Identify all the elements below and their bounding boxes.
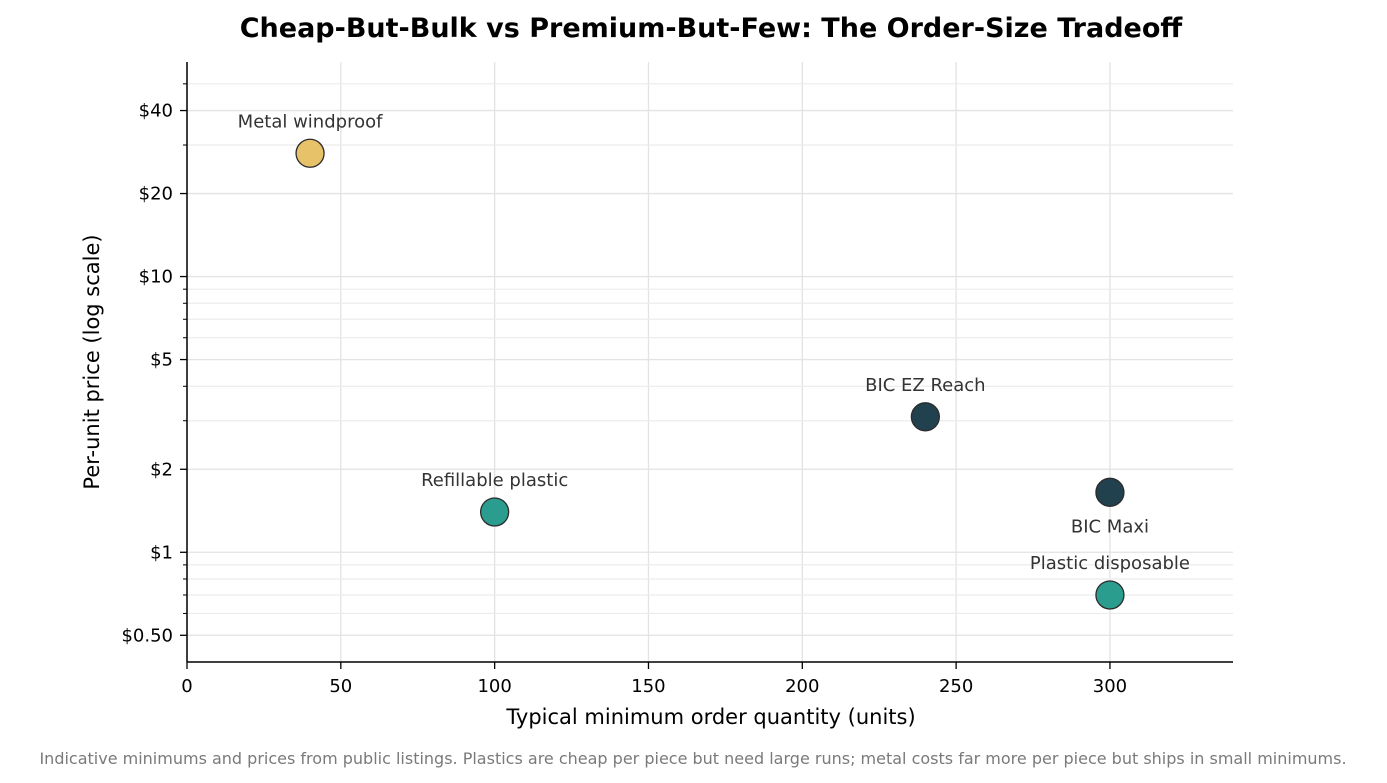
data-point-label: Refillable plastic: [421, 470, 568, 491]
chart-caption: Indicative minimums and prices from publ…: [39, 749, 1346, 768]
x-axis-label: Typical minimum order quantity (units): [505, 705, 915, 729]
data-point-label: Metal windproof: [238, 111, 383, 132]
data-point: [479, 497, 510, 527]
data-point-label: Plastic disposable: [1030, 553, 1190, 574]
y-tick-label: $0.50: [121, 625, 173, 646]
chart-title: Cheap-But-Bulk vs Premium-But-Few: The O…: [240, 13, 1184, 44]
x-tick-label: 0: [181, 676, 192, 697]
data-point: [295, 138, 325, 168]
data-point: [1095, 477, 1125, 507]
data-point: [910, 402, 941, 432]
y-tick-label: $40: [139, 101, 173, 122]
y-tick-label: $2: [150, 459, 173, 480]
grid: [186, 62, 1233, 662]
x-tick-label: 300: [1093, 676, 1127, 697]
x-tick-label: 100: [477, 676, 511, 697]
ticks: 0 50 100 150 200 250 300 $0.50 $1 $2 $5 $10 $20 $40: [121, 83, 1127, 697]
y-axis-label: Per-unit price (log scale): [80, 234, 104, 489]
data-point-label: BIC EZ Reach: [865, 375, 985, 396]
x-tick-label: 150: [631, 676, 665, 697]
y-tick-label: $20: [139, 184, 173, 205]
x-tick-label: 50: [329, 676, 352, 697]
x-tick-label: 250: [939, 676, 973, 697]
data-point-label: BIC Maxi: [1071, 516, 1149, 537]
y-tick-label: $1: [150, 542, 173, 563]
y-tick-label: $10: [139, 267, 173, 288]
axes: [186, 62, 1233, 663]
x-tick-label: 200: [785, 676, 819, 697]
data-point: [1095, 580, 1125, 610]
data-points: Metal windproof Refillable plastic BIC EZ …: [238, 111, 1190, 610]
y-tick-label: $5: [150, 350, 173, 371]
